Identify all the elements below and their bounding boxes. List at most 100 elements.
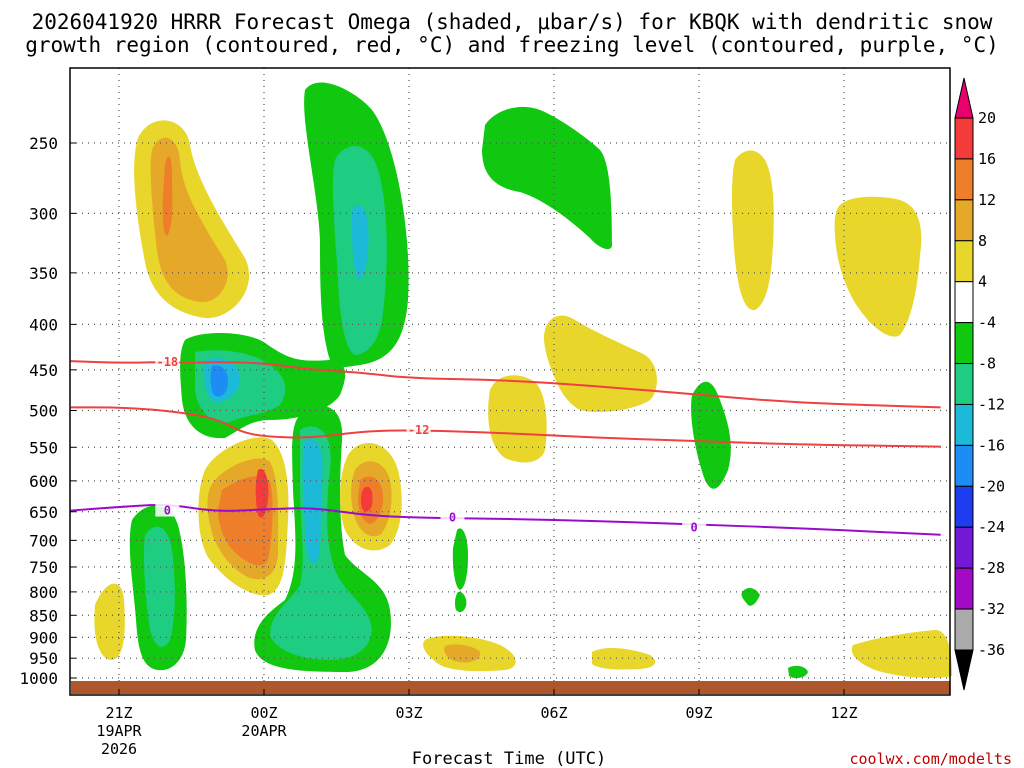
contour-label: 0 <box>164 504 171 518</box>
contour-label-background <box>155 354 180 369</box>
colorbar-swatch <box>954 363 974 405</box>
y-tick-label: 500 <box>29 402 58 421</box>
x-tick-label: 06Z <box>540 704 567 722</box>
y-tick-label: 600 <box>29 472 58 491</box>
colorbar-swatch <box>954 608 974 651</box>
y-tick-label: 450 <box>29 361 58 380</box>
colorbar-label: -4 <box>978 314 996 332</box>
colorbar-swatch <box>954 567 974 610</box>
x-tick-label: 03Z <box>395 704 422 722</box>
colorbar-label: -8 <box>978 355 996 373</box>
terrain-ground <box>71 681 950 694</box>
x-tick-label: 09Z <box>685 704 712 722</box>
credit-text: coolwx.com/modelts <box>849 750 1012 768</box>
colorbar-label: 20 <box>978 109 996 127</box>
omega-shading <box>94 82 952 679</box>
omega-blob-midlevel-peak <box>210 365 228 397</box>
y-tick-label: 800 <box>29 583 58 602</box>
x-axis-title: Forecast Time (UTC) <box>412 749 606 768</box>
colorbar-swatch <box>954 281 974 324</box>
omega-green-11z <box>788 665 808 679</box>
colorbar-swatch <box>954 322 974 365</box>
omega-blob-07z-low <box>592 648 656 670</box>
colorbar-bottom-triangle <box>954 649 974 691</box>
colorbar-swatch <box>954 240 974 283</box>
x-tick-sublabel-year: 2026 <box>101 740 137 758</box>
contour-line-minus12 <box>70 406 941 448</box>
colorbar-swatch <box>954 444 974 487</box>
x-tick-sublabel-date: 20APR <box>241 722 287 740</box>
y-tick-label: 550 <box>29 438 58 457</box>
colorbar-swatch <box>954 403 974 446</box>
y-tick-label: 650 <box>29 503 58 522</box>
colorbar-label: -20 <box>978 477 1005 495</box>
colorbar-label: -16 <box>978 436 1005 454</box>
colorbar-label: 12 <box>978 191 996 209</box>
y-tick-label: 850 <box>29 606 58 625</box>
x-tick-label: 00Z <box>250 704 277 722</box>
y-tick-label: 750 <box>29 558 58 577</box>
colorbar-label: 4 <box>978 273 987 291</box>
omega-green-22z-inner <box>143 526 175 647</box>
colorbar-top-triangle <box>954 77 974 119</box>
y-tick-label: 900 <box>29 628 58 647</box>
x-tick-label: 21Z <box>105 704 132 722</box>
colorbar-label: -36 <box>978 641 1005 659</box>
contour-label: -12 <box>408 423 430 437</box>
y-tick-label: 700 <box>29 531 58 550</box>
omega-blob-02z-peak <box>360 486 373 512</box>
y-tick-label: 950 <box>29 649 58 668</box>
colorbar-label: 8 <box>978 232 987 250</box>
x-tick-label: 12Z <box>830 704 857 722</box>
omega-green-lower-inner <box>270 426 372 660</box>
y-tick-label: 250 <box>29 134 58 153</box>
contour-label-background <box>406 422 431 437</box>
contour-label: 0 <box>449 511 456 525</box>
colorbar-label: -12 <box>978 395 1005 413</box>
omega-green-column-core <box>352 205 369 280</box>
omega-blob-upper-left-peak <box>162 156 173 236</box>
colorbar-label: -32 <box>978 600 1005 618</box>
plot-frame <box>69 67 951 696</box>
omega-blob-21z-low <box>94 583 125 660</box>
omega-green-lower-core <box>302 439 323 564</box>
y-tick-label: 300 <box>29 204 58 223</box>
colorbar-swatch <box>954 158 974 201</box>
colorbar-swatch <box>954 117 974 160</box>
contour-label-background <box>155 502 180 517</box>
contour-label-background <box>682 519 707 534</box>
x-tick-sublabel-date: 19APR <box>96 722 142 740</box>
omega-green-04z-b <box>454 591 467 613</box>
omega-green-upper-06z <box>482 106 612 250</box>
omega-blob-00z-peak <box>255 468 269 518</box>
contour-lines: -18 -12 0 0 0 <box>70 354 941 536</box>
gridlines <box>70 68 950 695</box>
contour-label: -18 <box>156 355 178 369</box>
colorbar-swatch <box>954 526 974 569</box>
omega-blob-12z-upper <box>834 196 922 337</box>
contour-label-background <box>440 509 465 524</box>
omega-blob-04z-low-core <box>444 644 481 663</box>
omega-green-09z <box>691 381 731 489</box>
colorbar-label: -28 <box>978 559 1005 577</box>
colorbar-swatch <box>954 485 974 528</box>
y-tick-label: 350 <box>29 264 58 283</box>
omega-green-10z <box>741 588 760 606</box>
omega-blob-13z-low <box>851 630 952 678</box>
omega-blob-05z-mid <box>488 375 547 463</box>
colorbar-label: 16 <box>978 150 996 168</box>
y-tick-label: 400 <box>29 315 58 334</box>
y-tick-label: 1000 <box>19 669 58 688</box>
y-axis-ticks: 250 300 350 400 450 500 550 600 650 700 750 800 850 9… <box>19 134 76 688</box>
chart-title-line2: growth region (contoured, red, °C) and f… <box>25 33 999 57</box>
contour-label: 0 <box>691 520 698 534</box>
colorbar-swatch <box>954 199 974 242</box>
omega-green-04z-a <box>452 528 468 590</box>
colorbar: 20 16 12 8 4 -4 -8 -12 -16 -20 -24 -28 -32 -36 <box>954 77 1005 691</box>
omega-blob-10z-upper <box>731 150 774 311</box>
chart-title-line1: 2026041920 HRRR Forecast Omega (shaded, … <box>32 10 993 34</box>
omega-blob-06z-mid <box>544 315 657 412</box>
colorbar-label: -24 <box>978 518 1005 536</box>
